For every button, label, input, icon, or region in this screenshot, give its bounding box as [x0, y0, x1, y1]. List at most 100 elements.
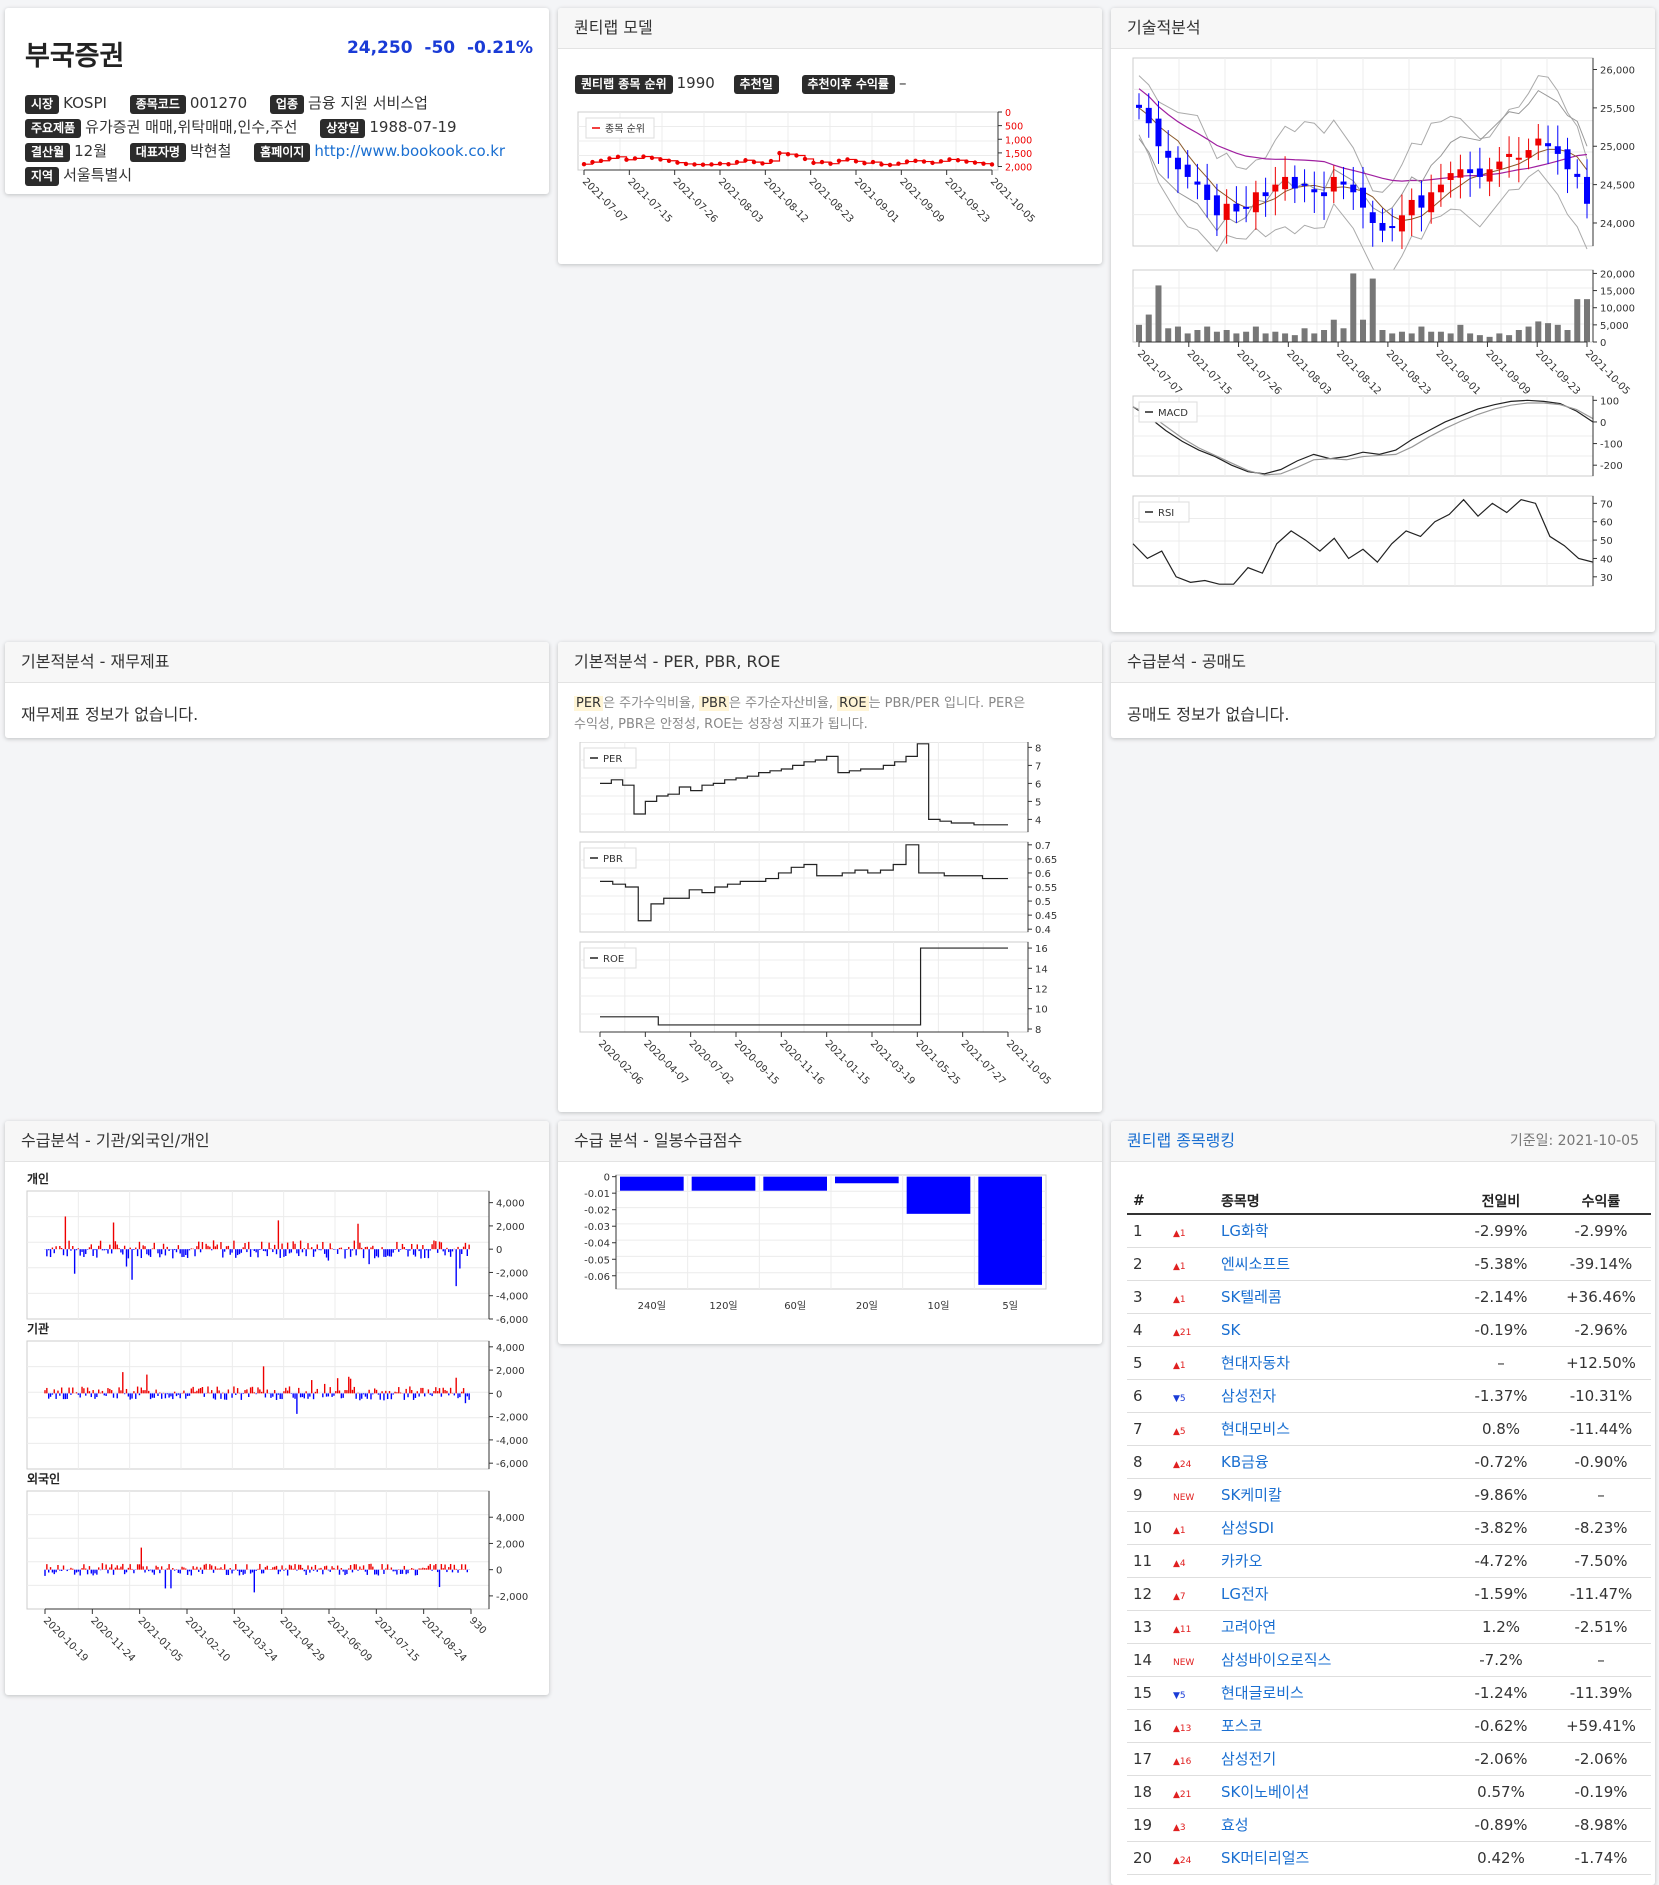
quant-x-tick-label: 2021-08-23 — [807, 176, 856, 225]
per-pbr-roe-x-tick-label: 2020-02-06 — [596, 1038, 645, 1087]
ranking-row[interactable]: 16 ▲13 포스코 -0.62% +59.41% — [1127, 1709, 1651, 1743]
quant-rank-point — [836, 158, 842, 163]
per-pbr-roe-x-tick-label: 2021-07-27 — [959, 1038, 1008, 1087]
rank-stock-name[interactable]: SK이노베이션 — [1215, 1775, 1451, 1809]
quant-rank-point — [904, 159, 910, 164]
ranking-row[interactable]: 18 ▲21 SK이노베이션 0.57% -0.19% — [1127, 1775, 1651, 1809]
investor-individual-title: 개인 — [27, 1171, 49, 1186]
rank-stock-name[interactable]: LG화학 — [1215, 1214, 1451, 1248]
rank-stock-name[interactable]: 카카오 — [1215, 1544, 1451, 1578]
volume-bar — [1291, 335, 1298, 342]
rank-move-indicator: ▲1 — [1173, 1525, 1186, 1536]
rank-stock-name[interactable]: 삼성바이오로직스 — [1215, 1643, 1451, 1677]
ranking-row[interactable]: 11 ▲4 카카오 -4.72% -7.50% — [1127, 1544, 1651, 1578]
volume-y-tick-label: 5,000 — [1600, 321, 1629, 332]
ranking-row[interactable]: 17 ▲16 삼성전기 -2.06% -2.06% — [1127, 1742, 1651, 1776]
rank-return: -0.19% — [1551, 1775, 1651, 1809]
rank-return: -0.90% — [1551, 1445, 1651, 1479]
rank-stock-name[interactable]: 고려아연 — [1215, 1610, 1451, 1644]
quant-x-tick-label: 2021-09-01 — [852, 176, 901, 225]
investors-x-tick-label: 2021-04-29 — [278, 1615, 327, 1664]
volume-bar — [1262, 333, 1269, 342]
per-note-text2: 은 주가순자산비율, — [729, 696, 838, 711]
quant-rank-point — [581, 162, 587, 167]
quant-rank-point — [802, 156, 808, 162]
ranking-row[interactable]: 4 ▲21 SK -0.19% -2.96% — [1127, 1313, 1651, 1347]
daily-score-title: 수급 분석 - 일봉수급점수 — [558, 1121, 1102, 1162]
ranking-row[interactable]: 7 ▲5 현대모비스 0.8% -11.44% — [1127, 1412, 1651, 1446]
rank-stock-name[interactable]: 삼성전기 — [1215, 1742, 1451, 1776]
rank-move: ▲5 — [1167, 1412, 1215, 1446]
rank-stock-name[interactable]: KB금융 — [1215, 1445, 1451, 1479]
ranking-row[interactable]: 12 ▲7 LG전자 -1.59% -11.47% — [1127, 1577, 1651, 1611]
rank-no: 19 — [1127, 1808, 1167, 1842]
investors-x-tick-label: 2021-03-24 — [230, 1615, 279, 1664]
volume-bar — [1223, 330, 1230, 342]
investor-foreign-title: 외국인 — [27, 1471, 60, 1486]
rank-move: ▲1 — [1167, 1214, 1215, 1248]
ranking-row[interactable]: 20 ▲24 SK머티리얼즈 0.42% -1.74% — [1127, 1841, 1651, 1875]
ranking-row[interactable]: 14 NEW 삼성바이오로직스 -7.2% – — [1127, 1643, 1651, 1677]
ranking-row[interactable]: 8 ▲24 KB금융 -0.72% -0.90% — [1127, 1445, 1651, 1479]
volume-bar — [1525, 326, 1532, 342]
ranking-row[interactable]: 13 ▲11 고려아연 1.2% -2.51% — [1127, 1610, 1651, 1644]
rank-move: ▲21 — [1167, 1775, 1215, 1809]
per-note-line2: 수익성, PBR은 안정성, ROE는 성장성 지표가 됩니다. — [574, 717, 868, 732]
candle-body — [1360, 187, 1366, 208]
roe-y-tick-label: 16 — [1035, 944, 1048, 955]
rank-no: 8 — [1127, 1445, 1167, 1479]
roe-legend-box — [583, 947, 637, 969]
quant-rank-point — [743, 158, 748, 163]
ranking-row[interactable]: 2 ▲1 엔씨소프트 -5.38% -39.14% — [1127, 1247, 1651, 1281]
rank-stock-name[interactable]: LG전자 — [1215, 1577, 1451, 1611]
rank-stock-name[interactable]: 효성 — [1215, 1808, 1451, 1842]
volume-bar — [1272, 331, 1279, 342]
rank-stock-name[interactable]: SK케미칼 — [1215, 1478, 1451, 1512]
homepage-link[interactable]: http://www.bookook.co.kr — [314, 142, 506, 160]
volume-x-tick-label: 2021-09-01 — [1434, 348, 1483, 397]
volume-y-tick-label: 20,000 — [1600, 269, 1635, 280]
ranking-row[interactable]: 3 ▲1 SK텔레콤 -2.14% +36.46% — [1127, 1280, 1651, 1314]
rank-stock-name[interactable]: 현대자동차 — [1215, 1346, 1451, 1380]
per-pbr-roe-x-tick-label: 2021-10-05 — [1004, 1038, 1053, 1087]
volume-x-tick-label: 2021-08-12 — [1334, 348, 1383, 397]
ranking-row[interactable]: 19 ▲3 효성 -0.89% -8.98% — [1127, 1808, 1651, 1842]
listed-value: 1988-07-19 — [369, 118, 457, 136]
quant-rank-point — [955, 158, 961, 163]
rank-stock-name[interactable]: 현대모비스 — [1215, 1412, 1451, 1446]
pbr-y-tick-label: 0.45 — [1035, 911, 1057, 922]
investor-foreign-y-tick-label: 2,000 — [496, 1539, 525, 1550]
rank-stock-name[interactable]: SK텔레콤 — [1215, 1280, 1451, 1314]
col-name: 종목명 — [1215, 1189, 1451, 1215]
rank-stock-name[interactable]: SK머티리얼즈 — [1215, 1841, 1451, 1875]
ranking-table: # 종목명 전일비 수익률 1 ▲1 LG화학 -2.99% -2.99% 2 ▲1 엔씨소프… — [1127, 1189, 1651, 1875]
quant-rank-point — [845, 157, 850, 162]
rank-day-change: -0.19% — [1451, 1313, 1551, 1347]
rank-stock-name[interactable]: 엔씨소프트 — [1215, 1247, 1451, 1281]
rank-stock-name[interactable]: 포스코 — [1215, 1709, 1451, 1743]
rank-return: -7.50% — [1551, 1544, 1651, 1578]
ranking-row[interactable]: 10 ▲1 삼성SDI -3.82% -8.23% — [1127, 1511, 1651, 1545]
rank-return: -2.51% — [1551, 1610, 1651, 1644]
ranking-row[interactable]: 15 ▼5 현대글로비스 -1.24% -11.39% — [1127, 1676, 1651, 1710]
rank-day-change: -4.72% — [1451, 1544, 1551, 1578]
ranking-row[interactable]: 6 ▼5 삼성전자 -1.37% -10.31% — [1127, 1379, 1651, 1413]
volume-bar — [1496, 333, 1503, 342]
volume-bar — [1184, 333, 1191, 342]
ranking-row[interactable]: 9 NEW SK케미칼 -9.86% – — [1127, 1478, 1651, 1512]
rank-day-change: -0.89% — [1451, 1808, 1551, 1842]
rank-return: -11.39% — [1551, 1676, 1651, 1710]
rank-no: 15 — [1127, 1676, 1167, 1710]
rank-stock-name[interactable]: 삼성SDI — [1215, 1511, 1451, 1545]
region-value: 서울특별시 — [63, 166, 133, 184]
rank-move: ▲7 — [1167, 1577, 1215, 1611]
rank-day-change: 1.2% — [1451, 1610, 1551, 1644]
rank-stock-name[interactable]: 삼성전자 — [1215, 1379, 1451, 1413]
ranking-title[interactable]: 퀀티랩 종목랭킹 — [1127, 1131, 1236, 1150]
rank-stock-name[interactable]: SK — [1215, 1313, 1451, 1347]
rank-stock-name[interactable]: 현대글로비스 — [1215, 1676, 1451, 1710]
quant-rank-point — [607, 156, 612, 161]
ranking-row[interactable]: 5 ▲1 현대자동차 – +12.50% — [1127, 1346, 1651, 1380]
volume-bar — [1350, 273, 1357, 342]
ranking-row[interactable]: 1 ▲1 LG화학 -2.99% -2.99% — [1127, 1214, 1651, 1248]
